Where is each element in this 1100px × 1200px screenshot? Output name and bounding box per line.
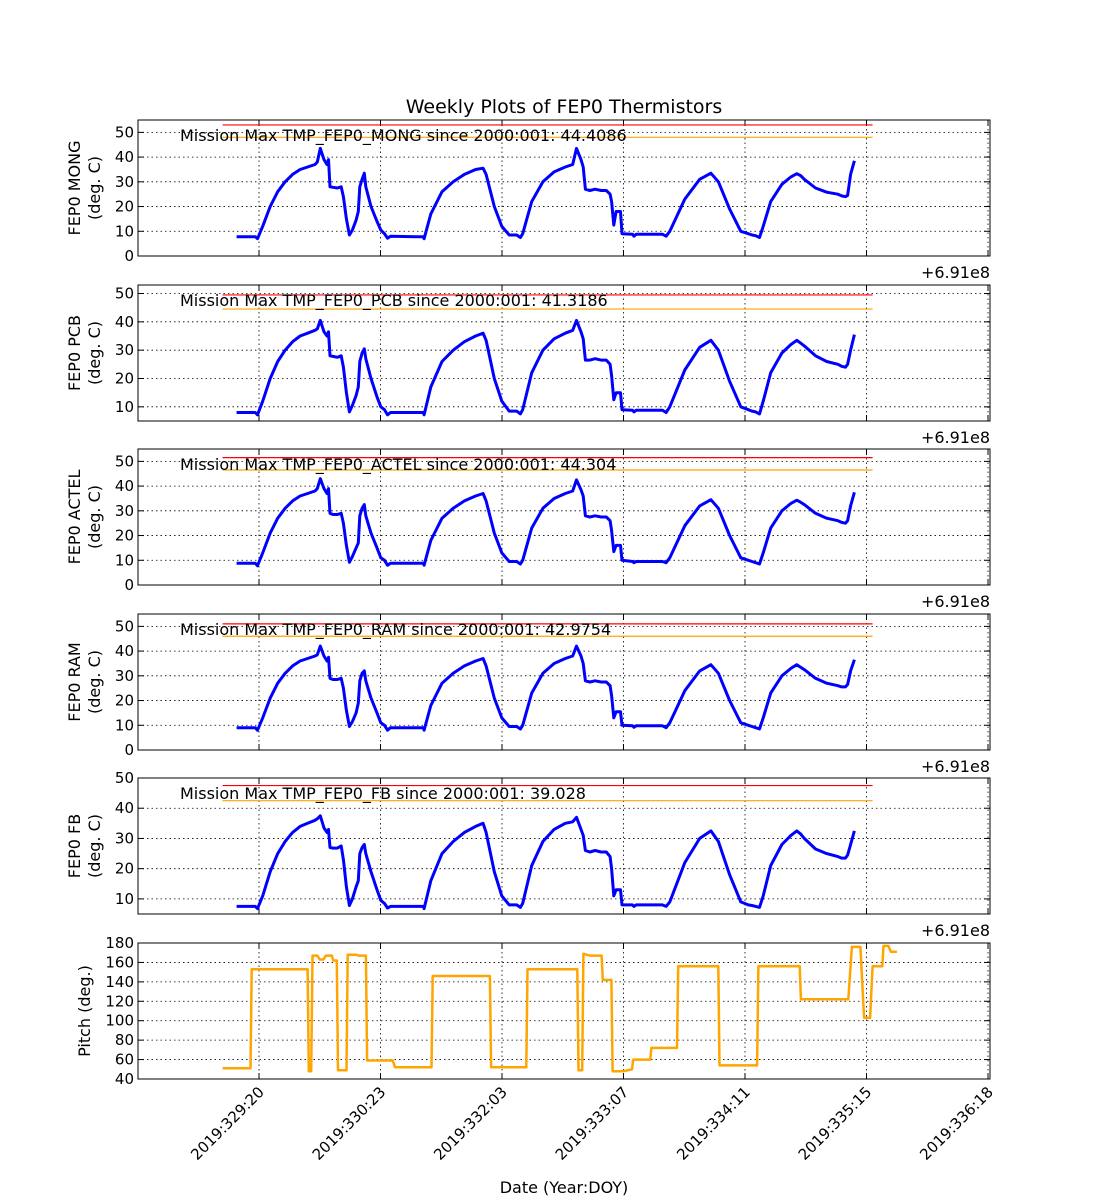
x-offset-label: +6.91e8: [921, 263, 990, 282]
y-axis-label: Pitch (deg.): [75, 965, 94, 1057]
series-line-mong: [236, 146, 856, 241]
y-tick-label: 30: [115, 502, 134, 520]
y-tick-label: 140: [105, 973, 134, 991]
series-line-ram: [236, 644, 856, 732]
mission-max-annotation: Mission Max TMP_FEP0_FB since 2000:001: …: [180, 784, 586, 804]
series-line-pitch: [222, 944, 897, 1073]
y-tick-label: 30: [115, 341, 134, 359]
series-line-actel: [236, 477, 856, 568]
x-offset-label: +6.91e8: [921, 921, 990, 940]
panel-ram: 0 10 20 30 40 50 Mission Max TMP_FEP0_RAM sinc…: [65, 613, 991, 776]
axes-frame: [137, 942, 991, 1080]
y-tick-label: 40: [115, 1070, 134, 1088]
y-axis-unit-label: (deg. C): [85, 814, 104, 878]
y-axis-unit-label: (deg. C): [85, 485, 104, 549]
y-tick-label: 50: [115, 123, 134, 141]
y-axis-label: FEP0 MONG: [65, 141, 84, 236]
axes-frame: [137, 284, 991, 422]
y-tick-label: 20: [115, 527, 134, 545]
y-tick-label: 40: [115, 148, 134, 166]
y-tick-label: 20: [115, 370, 134, 388]
y-tick-label: 50: [115, 452, 134, 470]
y-tick-label: 10: [115, 890, 134, 908]
y-tick-label: 40: [115, 313, 134, 331]
axes-frame: [137, 448, 991, 586]
y-axis-unit-label: (deg. C): [85, 321, 104, 385]
y-tick-label: 20: [115, 860, 134, 878]
chart-title: Weekly Plots of FEP0 Thermistors: [406, 96, 723, 118]
mission-max-annotation: Mission Max TMP_FEP0_RAM since 2000:001:…: [180, 620, 611, 640]
axes-frame: [137, 119, 991, 257]
y-tick-label: 0: [124, 247, 134, 265]
x-axis-label: Date (Year:DOY): [500, 1178, 629, 1197]
y-tick-label: 30: [115, 173, 134, 191]
y-tick-label: 50: [115, 285, 134, 303]
y-tick-label: 80: [115, 1031, 134, 1049]
y-axis-unit-label: (deg. C): [85, 156, 104, 220]
y-tick-label: 20: [115, 198, 134, 216]
y-tick-label: 20: [115, 692, 134, 710]
y-tick-label: 60: [115, 1051, 134, 1069]
x-offset-label: +6.91e8: [921, 757, 990, 776]
y-axis-label: FEP0 RAM: [65, 642, 84, 721]
panel-fb: 10 20 30 40 50 Mission Max TMP_FEP0_FB since …: [65, 769, 991, 940]
y-axis-label: FEP0 PCB: [65, 315, 84, 391]
y-tick-label: 10: [115, 716, 134, 734]
mission-max-annotation: Mission Max TMP_FEP0_ACTEL since 2000:00…: [180, 455, 616, 475]
panel-pcb: 10 20 30 40 50 Mission Max TMP_FEP0_PCB since…: [65, 284, 991, 447]
y-tick-label: 0: [124, 741, 134, 759]
y-tick-label: 0: [124, 576, 134, 594]
y-axis-label: FEP0 ACTEL: [65, 469, 84, 564]
x-offset-label: +6.91e8: [921, 592, 990, 611]
mission-max-annotation: Mission Max TMP_FEP0_PCB since 2000:001:…: [180, 291, 608, 311]
y-tick-label: 10: [115, 398, 134, 416]
axes-frame: [137, 613, 991, 751]
y-tick-label: 50: [115, 617, 134, 635]
y-axis-label: FEP0 FB: [65, 814, 84, 878]
y-tick-label: 180: [105, 934, 134, 952]
y-tick-label: 10: [115, 222, 134, 240]
x-offset-label: +6.91e8: [921, 428, 990, 447]
y-tick-label: 50: [115, 769, 134, 787]
panel-actel: 0 10 20 30 40 50 Mission Max TMP_FEP0_ACTEL si…: [65, 448, 991, 611]
y-tick-label: 40: [115, 799, 134, 817]
axes-frame: [137, 777, 991, 915]
y-tick-label: 30: [115, 829, 134, 847]
mission-max-annotation: Mission Max TMP_FEP0_MONG since 2000:001…: [180, 126, 627, 146]
y-tick-label: 100: [105, 1012, 134, 1030]
y-tick-label: 160: [105, 953, 134, 971]
y-tick-label: 10: [115, 551, 134, 569]
y-tick-label: 40: [115, 477, 134, 495]
y-tick-label: 120: [105, 992, 134, 1010]
y-axis-unit-label: (deg. C): [85, 650, 104, 714]
y-tick-label: 30: [115, 667, 134, 685]
series-line-fb: [236, 814, 856, 911]
panel-mong: 0 10 20 30 40 50 Mission Max TMP_FEP0_MONG sin…: [65, 119, 991, 282]
y-tick-label: 40: [115, 642, 134, 660]
series-line-pcb: [236, 318, 856, 417]
